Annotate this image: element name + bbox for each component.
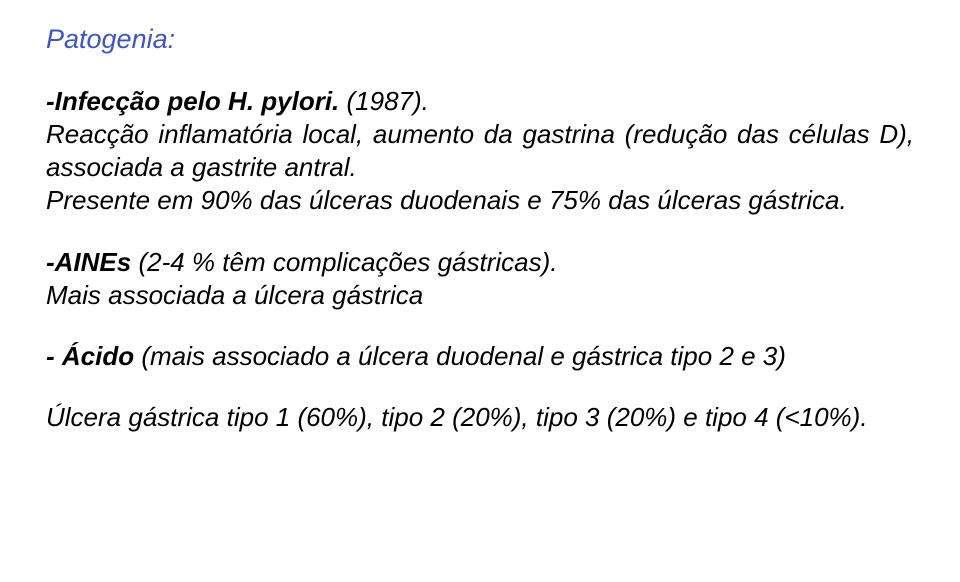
acido-rest: (mais associado a úlcera duodenal e gást… (134, 341, 786, 371)
section-title: Patogenia: (46, 22, 914, 57)
hpylori-lead: -Infecção pelo H. pylori. (46, 86, 339, 116)
aines-line2: Mais associada a úlcera gástrica (46, 280, 423, 310)
aines-lead: -AINEs (46, 247, 131, 277)
ulcer-types-text: Úlcera gástrica tipo 1 (60%), tipo 2 (20… (46, 402, 868, 432)
acido-lead: - Ácido (46, 341, 134, 371)
hpylori-stats: Presente em 90% das úlceras duodenais e … (46, 185, 847, 215)
document-page: Patogenia: -Infecção pelo H. pylori. (19… (0, 0, 960, 457)
title-text: Patogenia: (46, 24, 175, 54)
aines-rest: (2-4 % têm complicações gástricas). (131, 247, 557, 277)
paragraph-aines: -AINEs (2-4 % têm complicações gástricas… (46, 246, 914, 313)
paragraph-acido: - Ácido (mais associado a úlcera duodena… (46, 340, 914, 373)
paragraph-ulcer-types: Úlcera gástrica tipo 1 (60%), tipo 2 (20… (46, 401, 914, 434)
hpylori-year: (1987). (339, 86, 429, 116)
paragraph-hpylori: -Infecção pelo H. pylori. (1987). Reacçã… (46, 85, 914, 218)
hpylori-desc: Reacção inflamatória local, aumento da g… (46, 119, 914, 182)
